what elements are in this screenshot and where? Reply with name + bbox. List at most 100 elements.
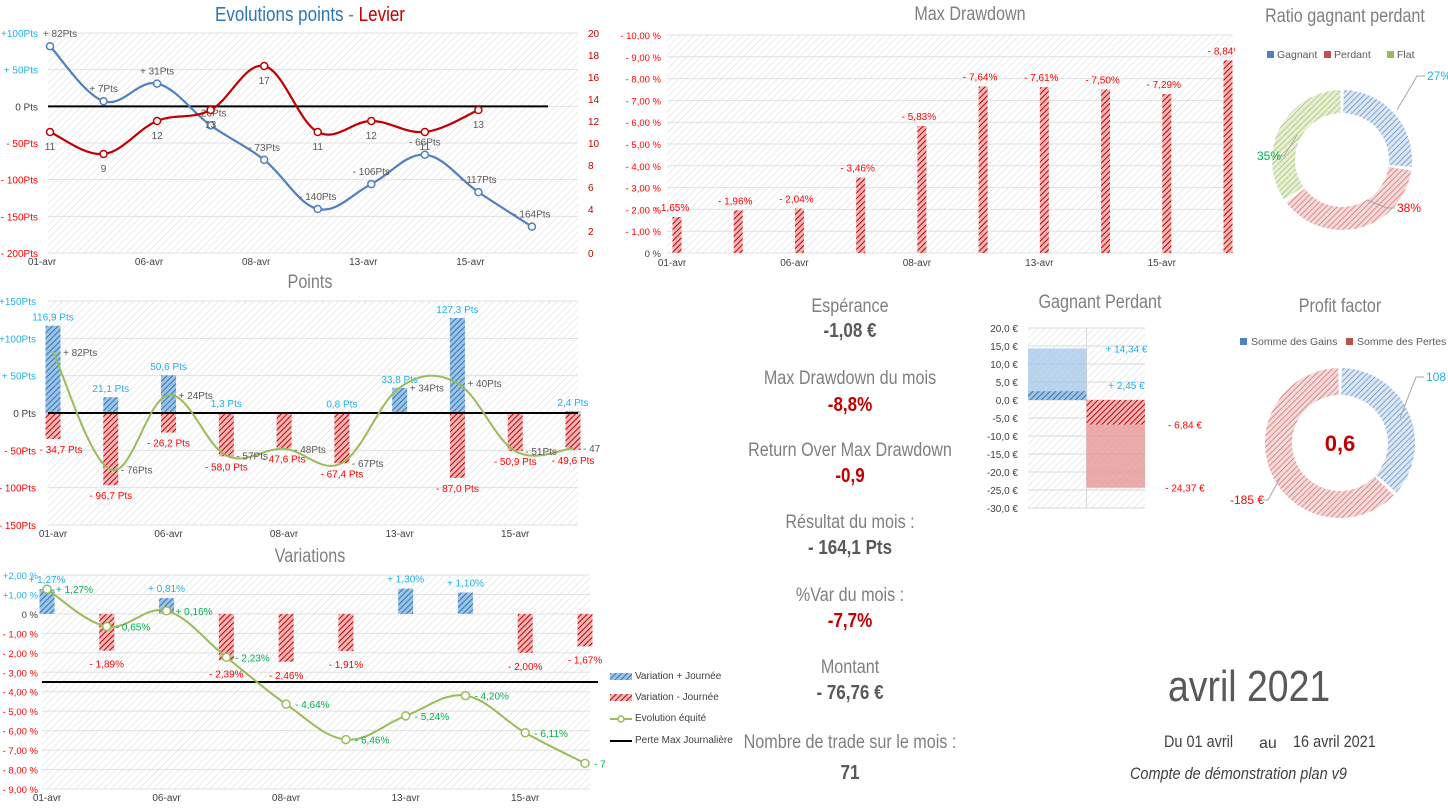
equity-data-label: - 4,64% xyxy=(295,700,330,711)
month-title: avril 2021 xyxy=(1168,662,1331,711)
y-left-tick-label: + 50Pts xyxy=(4,66,38,77)
net-data-label: - 67Pts xyxy=(352,459,384,470)
kpi-romad-label: Return Over Max Drawdown xyxy=(748,440,952,461)
y-right-tick-label: 8 xyxy=(588,161,594,172)
equity-data-label: - 4,20% xyxy=(474,692,509,703)
legend-swatch-blue-hatch xyxy=(610,673,632,680)
variations-chart: +2,00 % +1,00 % 0 % - 1,00 % - 2,00 % - 3,00 … xyxy=(3,571,606,804)
legend-item-variation-plus: Variation + Journée xyxy=(610,671,721,682)
variation-minus-bar xyxy=(278,613,294,662)
evolution-title-levier: Levier xyxy=(358,4,405,26)
net-data-label: - 48Pts xyxy=(294,445,326,456)
drawdown-bar xyxy=(1162,94,1172,253)
y-tick-label: - 100Pts xyxy=(0,484,36,495)
y-tick-label: -15,0 € xyxy=(987,450,1019,461)
loss-max-label: - 24,37 € xyxy=(1165,484,1205,495)
y-tick-label: - 1,00 % xyxy=(626,227,662,238)
variation-minus-bar xyxy=(517,613,533,653)
y-tick-label: +100Pts xyxy=(0,334,36,345)
points-marker xyxy=(420,150,430,159)
y-tick-label: - 10,00 % xyxy=(620,31,661,42)
loss-bar-label: - 47,6 Pts xyxy=(263,455,306,466)
x-tick-label: 13-avr xyxy=(385,529,414,540)
variation-plus-label: + 1,27% xyxy=(29,575,66,586)
gain-bar xyxy=(103,397,119,413)
x-tick-label: 08-avr xyxy=(272,793,301,804)
loss-bar-label: - 58,0 Pts xyxy=(205,462,248,473)
y-tick-label: - 9,00 % xyxy=(3,785,39,796)
loss-bar-label: - 96,7 Pts xyxy=(89,491,132,502)
points-marker xyxy=(152,79,162,88)
drawdown-chart-title: Max Drawdown xyxy=(914,4,1026,25)
levier-marker xyxy=(367,116,376,126)
ratio-donut-chart: Gagnant Perdant Flat 27% 38% 35% xyxy=(1257,49,1448,231)
y-tick-label: - 50Pts xyxy=(4,446,36,457)
legend-label: Gagnant xyxy=(1277,49,1317,61)
levier-marker xyxy=(45,127,55,137)
points-marker xyxy=(474,187,483,197)
equity-marker xyxy=(400,711,411,721)
variation-plus-label: + 1,30% xyxy=(387,575,424,586)
y-tick-label: -30,0 € xyxy=(987,504,1019,515)
y-tick-label: +150Pts xyxy=(0,297,36,308)
ratio-chart-title: Ratio gagnant perdant xyxy=(1265,6,1425,27)
ratio-slice-label: 38% xyxy=(1397,201,1421,215)
y-right-tick-label: 2 xyxy=(588,227,594,238)
y-tick-label: +2,00 % xyxy=(3,571,39,582)
variations-chart-title: Variations xyxy=(274,546,346,567)
loss-bar xyxy=(45,413,61,439)
drawdown-bar xyxy=(1039,87,1049,253)
legend-label: Somme des Gains xyxy=(1251,336,1337,348)
y-right-tick-label: 16 xyxy=(588,73,600,84)
variation-minus-label: - 2,39% xyxy=(209,669,244,680)
pf-slice xyxy=(1265,368,1394,518)
y-tick-label: - 9,00 % xyxy=(626,53,662,64)
legend-line-black xyxy=(610,739,632,742)
loss-bar xyxy=(161,413,177,433)
y-left-tick-label: 0 Pts xyxy=(15,102,38,113)
levier-data-label: 11 xyxy=(45,142,56,153)
y-right-tick-label: 10 xyxy=(588,139,600,150)
kpi-trades-label: Nombre de trade sur le mois : xyxy=(743,732,957,753)
y-right-tick-label: 4 xyxy=(588,205,594,216)
variation-minus-label: - 2,46% xyxy=(269,671,304,682)
kpi-resultat-value: - 164,1 Pts xyxy=(807,537,893,559)
loss-avg-bar xyxy=(1086,400,1145,425)
x-tick-label: 13-avr xyxy=(391,793,420,804)
x-tick-label: 13-avr xyxy=(1025,258,1054,269)
kpi-var-label: %Var du mois : xyxy=(795,585,905,606)
kpi-esperance-value: -1,08 € xyxy=(823,320,877,342)
ratio-slice xyxy=(1286,167,1412,231)
drawdown-bar xyxy=(856,177,866,253)
leader-line xyxy=(1399,376,1424,419)
equity-marker xyxy=(341,734,351,745)
x-tick-label: 06-avr xyxy=(135,257,164,268)
y-right-tick-label: 0 xyxy=(588,249,594,260)
loss-bar-label: - 87,0 Pts xyxy=(436,484,479,495)
y-left-tick-label: - 200Pts xyxy=(1,249,38,260)
points-marker xyxy=(206,121,215,130)
loss-bar-label: - 26,2 Pts xyxy=(147,439,190,450)
y-tick-label: 20,0 € xyxy=(990,324,1018,335)
drawdown-bar-label: - 7,50% xyxy=(1085,76,1120,87)
drawdown-bar xyxy=(917,125,927,253)
leader-line xyxy=(1277,134,1298,157)
equity-marker xyxy=(102,621,112,632)
pf-losses-label: -185 € xyxy=(1230,493,1264,507)
net-data-label: + 82Pts xyxy=(63,348,97,359)
loss-bar xyxy=(565,413,581,451)
pf-center-value: 0,6 xyxy=(1325,431,1356,456)
loss-bar-label: - 67,4 Pts xyxy=(320,469,363,480)
drawdown-bar xyxy=(1101,89,1111,253)
points-data-label: - 66Pts xyxy=(409,138,441,149)
y-tick-label: +1,00 % xyxy=(3,590,39,601)
points-marker xyxy=(527,222,537,231)
y-right-tick-label: 14 xyxy=(588,95,600,106)
equity-marker xyxy=(42,584,52,594)
loss-bar xyxy=(449,413,465,478)
equity-marker xyxy=(221,652,232,663)
y-tick-label: 0,0 € xyxy=(996,396,1019,407)
levier-data-label: 17 xyxy=(259,76,271,87)
levier-data-label: 9 xyxy=(101,164,107,175)
y-right-tick-label: 20 xyxy=(588,29,600,40)
